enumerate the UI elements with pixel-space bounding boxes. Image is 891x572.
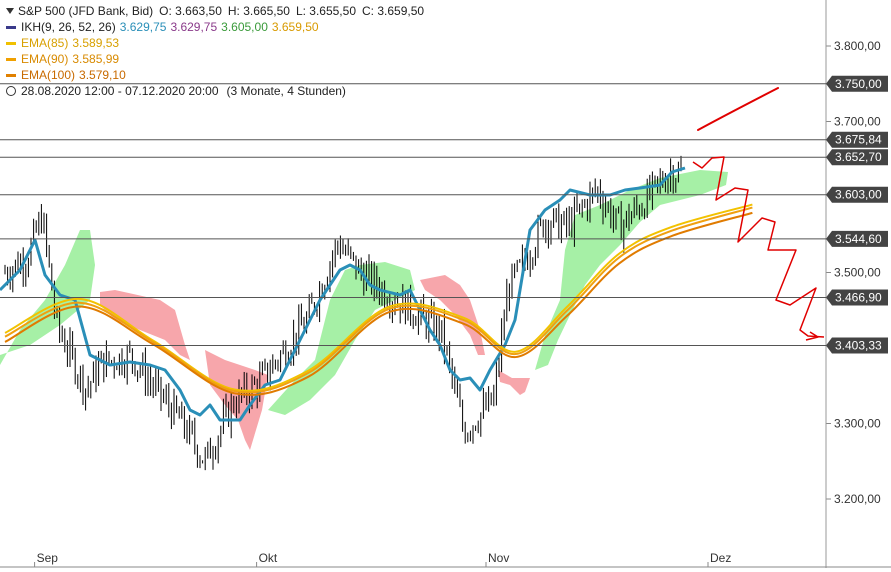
level-label-box[interactable]: [826, 230, 888, 247]
low-value: L: 3.655,50: [295, 4, 356, 18]
level-label-text: 3.675,84: [835, 133, 882, 147]
ikh-value-4: 3.659,50: [271, 20, 319, 34]
ikh-name: IKH(9, 26, 52, 26): [21, 20, 116, 34]
ema85-swatch: [6, 41, 16, 45]
ikh-swatch: [6, 25, 16, 29]
legend-ikh-row[interactable]: IKH(9, 26, 52, 26) 3.629,75 3.629,75 3.6…: [6, 19, 424, 35]
level-label-text: 3.403,33: [835, 338, 882, 352]
ikh-value-1: 3.629,75: [119, 20, 167, 34]
y-tick-label: 3.500,00: [834, 266, 881, 280]
x-tick-label: Okt: [259, 551, 278, 565]
y-tick-label: 3.200,00: [834, 492, 881, 506]
y-tick-label: 3.300,00: [834, 417, 881, 431]
ema100-value: 3.579,10: [79, 68, 126, 82]
ema100-name: EMA(100): [21, 68, 76, 82]
chart-legend: S&P 500 (JFD Bank, Bid) O: 3.663,50 H: 3…: [6, 3, 424, 99]
level-label-box[interactable]: [826, 149, 888, 166]
ichimoku-cloud-bearish: [100, 290, 190, 360]
level-label-box[interactable]: [826, 289, 888, 306]
ema85-value: 3.589,53: [72, 36, 120, 50]
level-label-text: 3.466,90: [835, 290, 882, 304]
ema85-name: EMA(85): [21, 36, 69, 50]
level-label-text: 3.603,00: [835, 188, 882, 202]
ema90-line: [4, 206, 753, 394]
clock-icon: [6, 86, 16, 96]
annotation-zigzag: [692, 156, 825, 341]
ikh-value-2: 3.629,75: [170, 20, 218, 34]
ema100-line: [4, 211, 753, 396]
level-label-box[interactable]: [826, 337, 888, 354]
kijun-line: [0, 166, 686, 422]
y-tick-label: 3.700,00: [834, 115, 881, 129]
ichimoku-cloud-bullish: [268, 262, 415, 415]
high-value: H: 3.665,50: [227, 4, 290, 18]
ema90-swatch: [6, 57, 16, 61]
level-label-box[interactable]: [826, 186, 888, 203]
x-tick-label: Dez: [710, 551, 731, 565]
ema90-name: EMA(90): [21, 52, 69, 66]
level-label-text: 3.544,60: [835, 232, 882, 246]
level-label-box[interactable]: [826, 75, 888, 92]
legend-ema100-row[interactable]: EMA(100) 3.579,10: [6, 67, 424, 83]
annotation-up-stroke: [697, 87, 779, 131]
ichimoku-cloud-bullish: [535, 170, 728, 370]
x-tick-label: Sep: [37, 551, 59, 565]
legend-date-row: 28.08.2020 12:00 - 07.12.2020 20:00 (3 M…: [6, 83, 424, 99]
symbol-label: S&P 500 (JFD Bank, Bid): [18, 4, 154, 18]
x-tick-label: Nov: [488, 551, 509, 565]
close-value: C: 3.659,50: [362, 4, 425, 18]
level-label-text: 3.652,70: [835, 150, 882, 164]
ikh-value-3: 3.605,00: [221, 20, 268, 34]
legend-ema85-row[interactable]: EMA(85) 3.589,53: [6, 35, 424, 51]
period-label: (3 Monate, 4 Stunden): [226, 84, 346, 98]
legend-ema90-row[interactable]: EMA(90) 3.585,99: [6, 51, 424, 67]
date-range: 28.08.2020 12:00 - 07.12.2020 20:00: [21, 84, 219, 98]
open-value: O: 3.663,50: [159, 4, 222, 18]
ema90-value: 3.585,99: [72, 52, 120, 66]
collapse-triangle-icon[interactable]: [6, 8, 14, 14]
legend-symbol-row: S&P 500 (JFD Bank, Bid) O: 3.663,50 H: 3…: [6, 3, 424, 19]
ichimoku-cloud-bearish: [420, 275, 485, 355]
level-label-box[interactable]: [826, 131, 888, 148]
level-label-text: 3.750,00: [835, 77, 882, 91]
ema100-swatch: [6, 73, 16, 77]
ichimoku-cloud-bearish: [498, 370, 530, 395]
ema85-line: [4, 203, 753, 392]
y-tick-label: 3.800,00: [834, 39, 881, 53]
